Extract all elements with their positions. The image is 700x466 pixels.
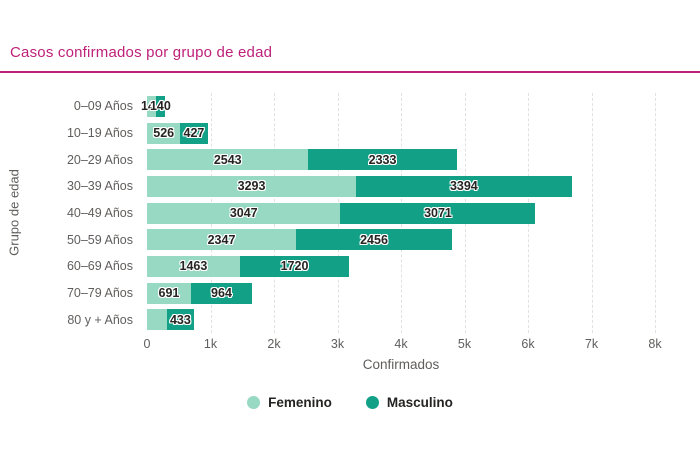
value-label: 427 (183, 126, 205, 140)
value-label: 3293 (237, 179, 266, 194)
value-label: 433 (169, 312, 191, 327)
bar-segment-masculino-4[interactable]: 3071 (340, 202, 536, 224)
value-label: 3047 (229, 206, 258, 220)
bar-segment-femenino-6[interactable]: 1463 (147, 255, 240, 277)
bar-segment-masculino-6[interactable]: 1720 (239, 255, 350, 277)
legend: Femenino Masculino (0, 395, 700, 410)
bar-row-4: 3047 3071 (147, 202, 655, 224)
bar-segment-masculino-3[interactable]: 3394 (356, 175, 572, 197)
bar-row-2: 2543 2333 (147, 149, 655, 171)
value-label: 2543 (213, 152, 242, 167)
x-axis-title: Confirmados (362, 357, 440, 372)
bar-segment-femenino-3[interactable]: 3293 (147, 175, 357, 197)
value-label: 526 (153, 126, 175, 140)
x-axis-tick-2k: 2k (267, 337, 281, 351)
legend-swatch-femenino (247, 396, 261, 409)
bar-segment-femenino-5[interactable]: 2347 (147, 229, 297, 251)
value-label: 3071 (424, 206, 452, 220)
bar-segment-masculino-0[interactable]: 140 (150, 95, 171, 117)
y-axis-label-4: 40–49 Años (66, 205, 133, 220)
value-label: 2456 (360, 232, 388, 247)
x-axis-tick-0: 0 (143, 337, 151, 351)
value-label: 964 (211, 286, 232, 300)
value-label: 3394 (449, 179, 478, 194)
legend-item-femenino[interactable]: Femenino (247, 395, 332, 410)
title-divider (0, 71, 700, 73)
x-axis-tick-5k: 5k (457, 337, 472, 351)
bar-row-8: 433 (147, 309, 655, 331)
x-axis-tick-7k: 7k (584, 337, 599, 351)
plot-area: 141 140 526 427 2543 2333 3293 3394 3047 3071 2347… (141, 93, 656, 333)
bar-segment-masculino-7[interactable]: 964 (190, 282, 253, 304)
legend-item-masculino[interactable]: Masculino (365, 395, 453, 410)
value-label: 691 (158, 286, 180, 300)
x-axis-tick-1k: 1k (203, 337, 218, 351)
x-axis-tick-3k: 3k (330, 337, 345, 351)
bar-segment-femenino-2[interactable]: 2543 (147, 149, 309, 171)
bar-row-5: 2347 2456 (147, 229, 655, 251)
value-label: 1463 (179, 259, 208, 274)
bar-segment-femenino-4[interactable]: 3047 (147, 202, 341, 224)
bar-segment-masculino-2[interactable]: 2333 (308, 149, 457, 171)
x-axis-tick-8k: 8k (648, 337, 662, 351)
x-axis-tick-6k: 6k (521, 337, 535, 351)
y-axis-label-1: 10–19 Años (66, 125, 133, 140)
gridline-8k (655, 93, 656, 333)
legend-label: Masculino (386, 395, 453, 410)
y-axis-label-5: 50–59 Años (66, 232, 133, 247)
bar-segment-masculino-5[interactable]: 2456 (296, 229, 452, 251)
y-axis-label-3: 30–39 Años (66, 179, 133, 194)
y-axis-label-7: 70–79 Años (66, 285, 133, 300)
bar-segment-masculino-8[interactable]: 433 (166, 309, 195, 331)
bar-segment-femenino-7[interactable]: 691 (147, 282, 191, 304)
bar-row-3: 3293 3394 (147, 175, 655, 197)
bar-row-6: 1463 1720 (147, 255, 655, 277)
y-axis-labels: 0–09 Años 10–19 Años 20–29 Años 30–39 Años 4… (0, 93, 140, 333)
y-axis-label-2: 20–29 Años (66, 152, 133, 167)
value-label: 140 (149, 99, 171, 114)
legend-label: Femenino (268, 395, 332, 410)
y-axis-label-8: 80 y + Años (67, 312, 133, 327)
bar-segment-femenino-1[interactable]: 526 (147, 122, 181, 144)
x-axis-tick-4k: 4k (394, 337, 408, 351)
value-label: 1720 (280, 259, 309, 274)
value-label: 2347 (207, 232, 236, 247)
gridline-7k (591, 93, 593, 333)
legend-swatch-masculino (365, 396, 379, 409)
bar-row-0: 141 140 (141, 95, 655, 117)
value-label: 2333 (368, 152, 397, 167)
chart-title: Casos confirmados por grupo de edad (10, 44, 273, 61)
y-axis-label-6: 60–69 Años (66, 259, 133, 274)
bar-segment-femenino-8[interactable] (147, 309, 167, 331)
bar-row-7: 691 964 (147, 282, 655, 304)
bar-row-1: 526 427 (147, 122, 655, 144)
y-axis-label-0: 0–09 Años (73, 99, 133, 114)
x-axis-ticks: 0 1k 2k 3k 4k 5k 6k 7k 8k (143, 337, 662, 353)
bar-segment-masculino-1[interactable]: 427 (180, 122, 208, 144)
